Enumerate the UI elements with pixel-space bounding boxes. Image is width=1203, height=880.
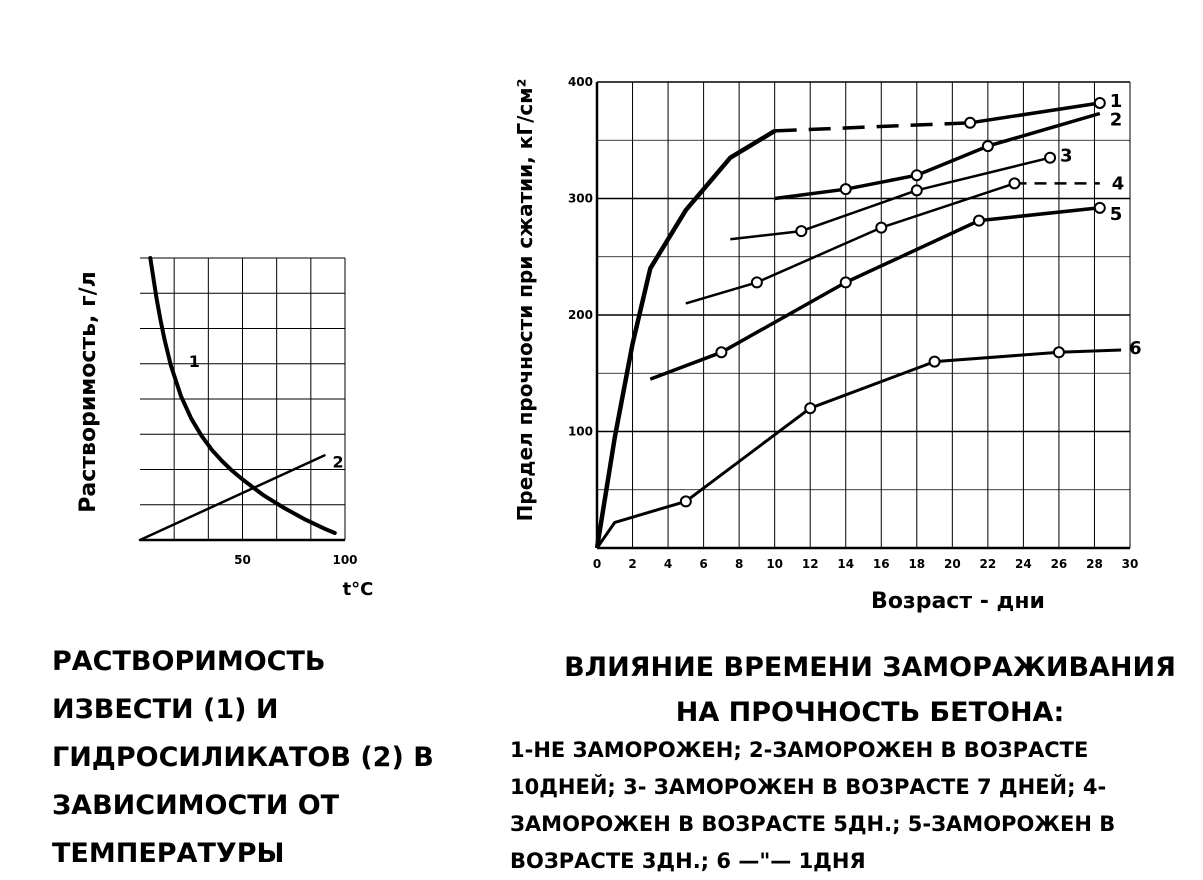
- solubility-series-2: [138, 454, 326, 542]
- strength-marker-2: [910, 169, 923, 182]
- strength-y-tick-label: 300: [568, 192, 593, 206]
- strength-x-tick-label: 12: [802, 557, 819, 571]
- strength-marker-4: [1008, 177, 1021, 190]
- strength-series-6: [595, 348, 1122, 549]
- strength-x-tick-label: 28: [1086, 557, 1103, 571]
- solubility-series: 12: [138, 256, 344, 542]
- strength-series-label-4: 4: [1112, 173, 1125, 194]
- strength-series-label-2: 2: [1110, 109, 1123, 130]
- solubility-tick-labels: 50 100: [234, 553, 357, 567]
- strength-x-tick-label: 22: [980, 557, 997, 571]
- strength-xlabel: Возраст - дни: [871, 589, 1045, 614]
- solubility-series-label-2: 2: [333, 452, 344, 471]
- solubility-grid: [140, 257, 346, 540]
- strength-y-tick-label: 200: [568, 308, 593, 322]
- strength-ylabel: Предел прочности при сжатии, кГ/см²: [513, 79, 537, 522]
- strength-x-tick-label: 10: [766, 557, 783, 571]
- strength-marker-4: [750, 276, 763, 289]
- strength-marker-3: [795, 225, 808, 238]
- strength-x-tick-label: 30: [1122, 557, 1139, 571]
- strength-series: 12 3 4 5 6: [594, 91, 1142, 549]
- strength-x-tick-label: 8: [735, 557, 743, 571]
- strength-series-1: [594, 128, 776, 549]
- strength-caption-legend: 1-не заморожен; 2-заморожен в возрасте 1…: [510, 738, 1116, 873]
- solubility-series-label-1: 1: [189, 352, 200, 371]
- strength-caption-title: Влияние времени замораживания на прочнос…: [564, 652, 1176, 728]
- strength-marker-5: [1093, 201, 1106, 214]
- strength-series-label-6: 6: [1129, 338, 1142, 359]
- strength-marker-5: [972, 214, 985, 227]
- strength-marker-1: [964, 116, 977, 129]
- strength-y-tick-label: 100: [568, 425, 593, 439]
- strength-x-tick-label: 0: [593, 557, 601, 571]
- solubility-series-1: [148, 256, 337, 535]
- strength-x-tick-label: 2: [628, 557, 636, 571]
- strength-x-tick-label: 16: [873, 557, 890, 571]
- strength-y-tick-label: 400: [568, 75, 593, 89]
- solubility-ylabel: Растворимость, г/л: [76, 271, 101, 512]
- strength-series-label-1: 1: [1110, 91, 1123, 112]
- strength-x-tick-label: 20: [944, 557, 961, 571]
- strength-marker-2: [981, 140, 994, 153]
- strength-marker-4: [875, 221, 888, 234]
- strength-series-4: [685, 182, 1015, 305]
- strength-marker-6: [1052, 346, 1065, 359]
- strength-grid: [597, 81, 1131, 548]
- strength-marker-3: [910, 184, 923, 197]
- strength-marker-2: [839, 183, 852, 196]
- strength-series-1-dashed: [774, 121, 971, 133]
- strength-x-tick-label: 18: [908, 557, 925, 571]
- strength-axes: [595, 82, 1130, 550]
- strength-marker-6: [679, 495, 692, 508]
- strength-series-label-5: 5: [1110, 204, 1123, 225]
- solubility-chart: 12 50 100 Растворимость, г/л t°C: [76, 256, 374, 600]
- strength-marker-5: [839, 276, 852, 289]
- strength-x-tick-label: 14: [837, 557, 854, 571]
- strength-x-tick-label: 4: [664, 557, 672, 571]
- solubility-caption: Растворимость извести (1) и гидросиликат…: [52, 646, 434, 869]
- strength-marker-3: [1044, 151, 1057, 164]
- strength-marker-1: [1093, 96, 1106, 109]
- strength-series-1-tail: [969, 101, 1101, 125]
- strength-marker-5: [715, 346, 728, 359]
- strength-x-tick-label: 24: [1015, 557, 1032, 571]
- strength-series-3: [730, 156, 1051, 241]
- solubility-xlabel: t°C: [343, 579, 374, 600]
- strength-x-tick-label: 26: [1051, 557, 1068, 571]
- strength-marker-6: [804, 402, 817, 415]
- strength-marker-6: [928, 355, 941, 368]
- strength-series-label-3: 3: [1060, 146, 1073, 167]
- solubility-x-tick-label: 50: [234, 553, 251, 567]
- solubility-x-tick-label: 100: [332, 553, 357, 567]
- strength-x-tick-label: 6: [699, 557, 707, 571]
